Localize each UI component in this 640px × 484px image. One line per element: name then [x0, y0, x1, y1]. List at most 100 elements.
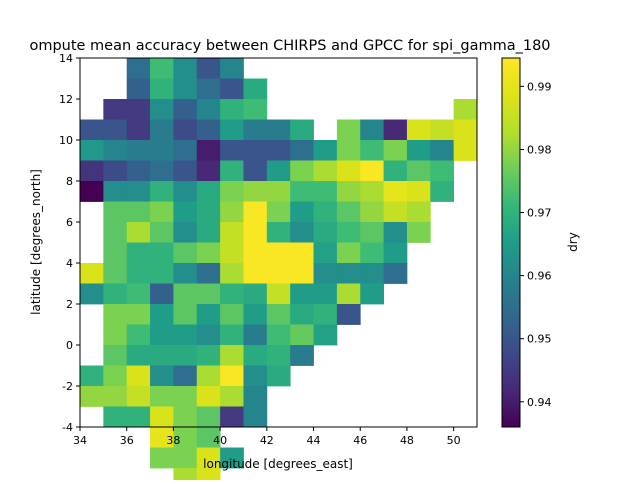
heatmap-cell [243, 78, 268, 100]
colorbar-tick-label: 0.99 [527, 80, 552, 93]
heatmap-cell [243, 222, 268, 243]
heatmap-cell [173, 78, 198, 100]
heatmap-cell [103, 345, 128, 366]
heatmap-cell [126, 119, 151, 141]
heatmap-cell [383, 160, 408, 182]
heatmap-cell [290, 324, 314, 346]
heatmap-cell [80, 140, 104, 161]
heatmap-cell [266, 283, 291, 305]
y-tick-label: 0 [66, 339, 73, 352]
heatmap-cell [220, 324, 244, 346]
heatmap-cell [383, 222, 408, 243]
colorbar-tick-label: 0.98 [527, 143, 552, 156]
heatmap-cell [313, 160, 338, 182]
heatmap-cell [173, 304, 198, 325]
y-tick-label: -2 [62, 380, 73, 393]
heatmap-cell [313, 263, 338, 284]
x-tick-label: 50 [447, 434, 461, 447]
heatmap-cell [336, 263, 361, 284]
heatmap-cell [80, 283, 104, 305]
heatmap-cell [196, 324, 221, 346]
heatmap-cell [220, 119, 244, 141]
heatmap-cell [243, 345, 268, 366]
heatmap-cell [220, 447, 244, 469]
heatmap-cell [150, 160, 174, 182]
heatmap-cell [150, 324, 174, 346]
heatmap-cell [126, 406, 151, 428]
heatmap-cell [150, 447, 174, 469]
heatmap-cell [383, 119, 408, 141]
colorbar-tick-label: 0.95 [527, 333, 552, 346]
heatmap-cell [126, 78, 151, 100]
heatmap-cell [80, 365, 104, 387]
heatmap-cell [220, 242, 244, 264]
x-tick-label: 34 [73, 434, 87, 447]
heatmap-cell [290, 119, 314, 141]
heatmap-cell [150, 365, 174, 387]
heatmap-cell [150, 427, 174, 448]
heatmap-cell [290, 160, 314, 182]
y-tick-label: -4 [62, 421, 73, 434]
heatmap-cell [336, 160, 361, 182]
heatmap-cell [266, 222, 291, 243]
heatmap-cell [313, 222, 338, 243]
heatmap-cell [173, 427, 198, 448]
heatmap-cell [406, 181, 431, 202]
heatmap-cell [220, 345, 244, 366]
heatmap-cell [406, 160, 431, 182]
heatmap-cell [150, 181, 174, 202]
heatmap-cell [126, 365, 151, 387]
heatmap-cell [103, 283, 128, 305]
heatmap-cell [150, 406, 174, 428]
heatmap-cell [243, 181, 268, 202]
heatmap-cell [290, 181, 314, 202]
heatmap-cell [360, 160, 384, 182]
heatmap-cell [360, 222, 384, 243]
heatmap-cell [360, 263, 384, 284]
heatmap-cell [196, 181, 221, 202]
y-tick-label: 14 [59, 52, 73, 65]
heatmap-cell [453, 119, 478, 141]
heatmap-cell [103, 263, 128, 284]
heatmap-cell [173, 386, 198, 407]
heatmap-cell [196, 201, 221, 223]
heatmap-cell [196, 58, 221, 79]
x-tick-label: 38 [166, 434, 180, 447]
colorbar [501, 57, 521, 428]
heatmap-cell [290, 201, 314, 223]
x-axis: 34 36 38 40 42 44 46 48 50 [73, 427, 461, 447]
heatmap-cell [126, 242, 151, 264]
heatmap-cell [173, 160, 198, 182]
heatmap-cell [103, 160, 128, 182]
heatmap-cell [103, 181, 128, 202]
heatmap-cell [243, 365, 268, 387]
heatmap-cell [173, 263, 198, 284]
heatmap-cell [196, 447, 221, 469]
heatmap-cell [243, 304, 268, 325]
heatmap-cell [220, 222, 244, 243]
heatmap-cell [243, 242, 268, 264]
heatmap-cell [196, 160, 221, 182]
heatmap-cell [266, 181, 291, 202]
heatmap-cell [103, 365, 128, 387]
heatmap-cell [173, 99, 198, 120]
heatmap-cell [173, 181, 198, 202]
colorbar-tick-label: 0.97 [527, 207, 552, 220]
heatmap-cell [290, 345, 314, 366]
heatmap-cell [430, 160, 455, 182]
heatmap-cell [266, 304, 291, 325]
heatmap-cell [196, 99, 221, 120]
heatmap-cell [453, 99, 478, 120]
heatmap-cell [80, 160, 104, 182]
y-tick-label: 4 [66, 257, 73, 270]
heatmap-cell [196, 119, 221, 141]
heatmap-cell [196, 140, 221, 161]
heatmap-cell [336, 304, 361, 325]
heatmap-cells [80, 58, 478, 484]
y-tick-label: 2 [66, 298, 73, 311]
colorbar-tick-label: 0.94 [527, 396, 552, 409]
colorbar-ticks: 0.94 0.95 0.96 0.97 0.98 0.99 [520, 80, 552, 409]
x-tick-label: 36 [120, 434, 134, 447]
heatmap-cell [313, 181, 338, 202]
